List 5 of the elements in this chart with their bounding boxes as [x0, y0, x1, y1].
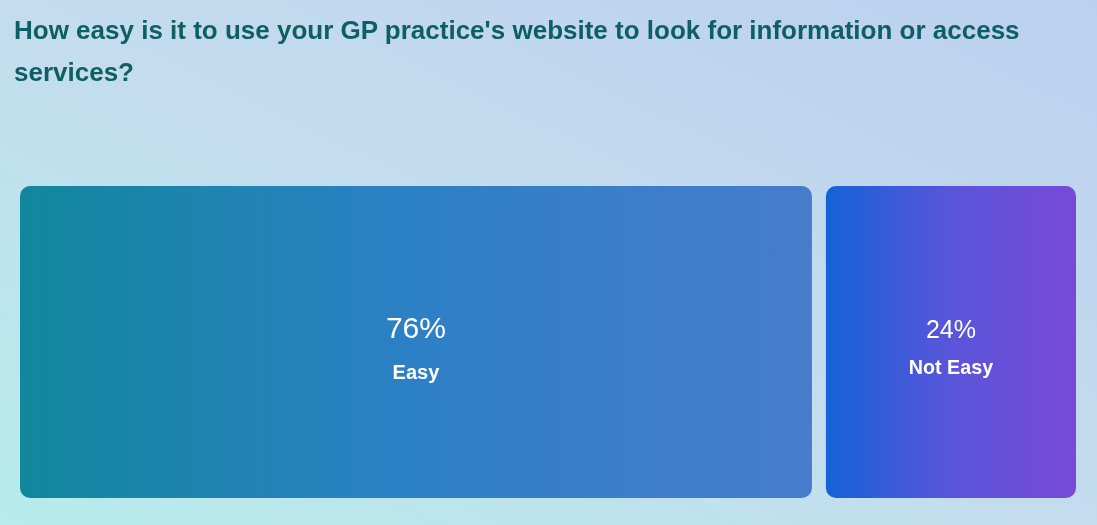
text: How easy is it to use your GP practice's website to look for information or access services? [14, 15, 1020, 87]
category-label: Easy [392, 361, 441, 383]
data-label: 76% [385, 310, 446, 344]
data-label: 24% [925, 315, 976, 344]
category-label: Not Easy [908, 356, 994, 379]
